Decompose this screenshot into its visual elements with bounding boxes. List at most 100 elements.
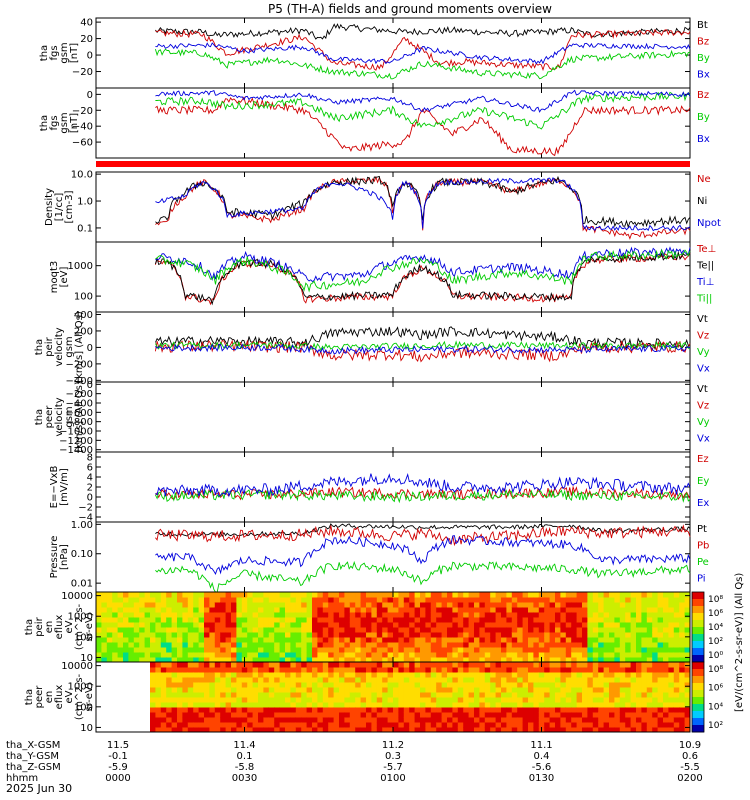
legend-Pe: Pe <box>697 557 709 568</box>
orbit-value: -5.5 <box>680 762 700 773</box>
legend-Te⊥: Te⊥ <box>696 244 716 255</box>
y-tick-label: 0 <box>87 493 93 504</box>
y-tick-label: 0 <box>87 51 93 62</box>
y-tick-label: −1000 <box>59 427 93 438</box>
orbit-value: -5.9 <box>108 762 128 773</box>
series-line-By <box>155 91 691 130</box>
y-tick-label: −600 <box>66 408 93 419</box>
y-axis-label: en <box>44 621 55 634</box>
y-axis-label: (cm^2-s- <box>74 673 85 720</box>
panel-peer-velocity: 0−200−400−600−800−1000−1200−1400 tha peer v… <box>34 380 710 456</box>
y-axis-label: eflux <box>54 685 65 710</box>
date-label: 2025 Jun 30 <box>6 782 72 795</box>
legend-Vx: Vx <box>697 364 710 375</box>
panel-fgs-gsm-2: 0 −20 −40 −60 tha fgs gsm [nT] Bz By Bx <box>39 87 710 159</box>
y-tick-label: −60 <box>72 138 93 149</box>
orbit-value: 0030 <box>232 773 257 784</box>
y-axis-label: sr-eV) <box>84 682 95 711</box>
series-line-Pe <box>155 560 691 593</box>
y-axis-label: peir <box>44 336 55 356</box>
legend-Ex: Ex <box>697 498 709 509</box>
y-axis-label: Density <box>44 188 55 226</box>
y-tick-label: 200 <box>74 326 93 337</box>
legend-Vx: Vx <box>697 434 710 445</box>
y-axis-label: fgs <box>49 45 60 60</box>
orbit-row-label: hhmm <box>6 773 38 784</box>
orbit-row-label: tha_X-GSM <box>6 740 60 751</box>
y-axis-label: peir <box>34 616 45 636</box>
orbit-value: -0.1 <box>108 751 128 762</box>
y-tick-label: 6 <box>87 463 93 474</box>
y-axis-label: velocity <box>54 327 65 366</box>
orbit-row-label: tha_Y-GSM <box>6 751 59 762</box>
legend-Vz: Vz <box>697 331 709 342</box>
series-line-Pi <box>155 535 691 575</box>
y-tick-label: 10000 <box>61 661 93 672</box>
spectrogram-peer-eflux <box>150 662 691 733</box>
colorbar-tick: 10⁴ <box>708 702 723 712</box>
orbit-value: -5.8 <box>235 762 255 773</box>
legend-Ne: Ne <box>697 174 711 185</box>
y-tick-label: 1000 <box>68 682 93 693</box>
legend-Te||: Te|| <box>696 261 714 272</box>
orbit-value: 0100 <box>380 773 405 784</box>
y-tick-label: −20 <box>72 106 93 117</box>
y-axis-label: E=−VxB <box>49 466 60 509</box>
orbit-labels: tha_X-GSM 11.5 11.4 11.2 11.1 10.9 tha_Y-GSM -0… <box>6 740 703 784</box>
y-axis-label: tha <box>24 619 35 635</box>
orbit-value: 0.1 <box>237 751 253 762</box>
y-tick-label: −2 <box>78 503 93 514</box>
legend-Npot: Npot <box>697 218 721 229</box>
orbit-value: 11.5 <box>107 740 129 751</box>
data-quality-bar <box>96 161 690 167</box>
panel-peir-velocity: 400 200 0 −200 −400 tha peir velocity gsm [km/s] … <box>34 310 710 387</box>
colorbar-tick: 10² <box>708 637 723 647</box>
y-tick-label: −4 <box>78 513 93 524</box>
colorbar-tick: 10⁸ <box>708 595 723 605</box>
y-axis-label: tha <box>39 45 50 61</box>
y-axis-label: tha <box>39 115 50 131</box>
legend-Vt: Vt <box>697 314 708 325</box>
legend-Vt: Vt <box>697 384 708 395</box>
colorbar-tick: 10⁰ <box>708 651 723 661</box>
y-tick-label: −1200 <box>59 436 93 447</box>
y-tick-label: 0.10 <box>71 549 93 560</box>
spectrogram-peir-eflux <box>96 592 691 663</box>
y-axis-label: (cm^2-s- <box>74 603 85 650</box>
series-line-Pb <box>155 524 691 547</box>
y-tick-label: −800 <box>66 417 93 428</box>
y-axis-label: [nT] <box>69 43 80 63</box>
y-tick-label: −400 <box>66 399 93 410</box>
panel-frame <box>95 451 691 523</box>
legend-Ti||: Ti|| <box>696 294 712 305</box>
legend-Pb: Pb <box>697 541 709 552</box>
series-line-Bz <box>155 28 691 72</box>
y-tick-label: 10000 <box>61 591 93 602</box>
legend-Bz: Bz <box>697 37 709 48</box>
series-line-Bx <box>155 89 691 113</box>
y-axis-label: en <box>44 691 55 704</box>
legend-Bt: Bt <box>697 20 708 31</box>
orbit-value: 11.4 <box>233 740 255 751</box>
legend-Ni: Ni <box>697 196 707 207</box>
y-axis-label: eV <box>64 620 75 633</box>
y-axis-label: [mV/m] <box>59 468 70 506</box>
y-axis-label: tha <box>34 339 45 355</box>
series-line-Ti⊥ <box>155 246 691 283</box>
y-tick-label: −200 <box>66 359 93 370</box>
legend-Bz: Bz <box>697 90 709 101</box>
panel-fgs-gsm: 40 20 0 −20 tha fgs gsm [nT] Bt Bz By Bx <box>39 17 710 89</box>
y-axis-label: peer <box>34 685 45 709</box>
legend-Ez: Ez <box>697 454 709 465</box>
panel-temperature: 1000 100 moqt3 [eV] Te⊥ Te|| Ti⊥ Ti|| <box>49 241 716 313</box>
orbit-value: 10.9 <box>679 740 701 751</box>
colorbar-tick: 10⁶ <box>708 609 723 619</box>
series-line-Ey <box>154 488 691 504</box>
panel-frame <box>95 171 691 243</box>
y-axis-label: gsm <box>64 336 75 357</box>
colorbar-tick: 10⁴ <box>708 623 723 633</box>
y-tick-label: 100 <box>74 292 93 303</box>
y-axis-label: eflux <box>54 615 65 640</box>
